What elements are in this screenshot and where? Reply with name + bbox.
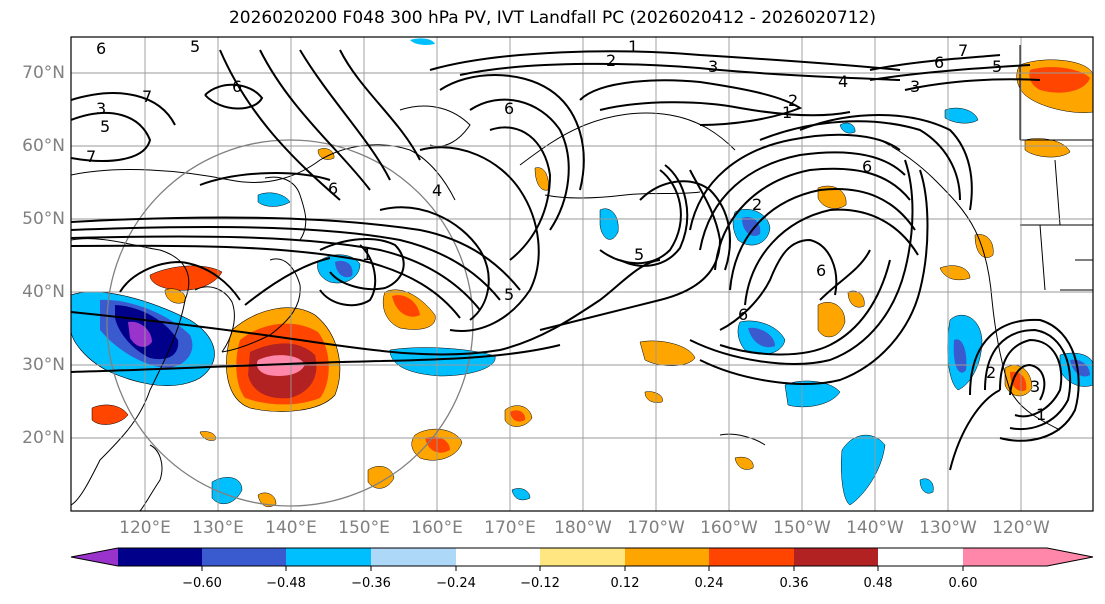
contour-label: 6 bbox=[816, 261, 826, 280]
contour-label: 6 bbox=[96, 39, 106, 58]
lon-label: 160°W bbox=[700, 518, 758, 538]
contour-label: 6 bbox=[504, 99, 514, 118]
lon-label: 140°W bbox=[846, 518, 904, 538]
pv-contours bbox=[71, 49, 1080, 471]
lon-label: 120°W bbox=[992, 518, 1050, 538]
lat-label-20n: 20°N bbox=[22, 428, 65, 448]
coastlines bbox=[71, 45, 1093, 511]
contour-label: 2 bbox=[752, 195, 762, 214]
contour-label: 1 bbox=[782, 103, 792, 122]
map-title: 2026020200 F048 300 hPa PV, IVT Landfall… bbox=[228, 8, 876, 28]
contour-label: 2 bbox=[986, 363, 996, 382]
contour-label: 5 bbox=[190, 37, 200, 56]
contour-label: 6 bbox=[232, 77, 242, 96]
colorbar-tick-label: −0.48 bbox=[266, 576, 306, 591]
contour-label: 7 bbox=[86, 147, 96, 166]
colorbar-tick-label: 0.24 bbox=[694, 576, 724, 591]
contour-label: 4 bbox=[432, 181, 442, 200]
contour-label: 2 bbox=[788, 91, 798, 110]
contour-label: 7 bbox=[142, 87, 152, 106]
colorbar-segment bbox=[371, 548, 456, 566]
lon-label: 130°E bbox=[192, 518, 244, 538]
lon-label: 140°E bbox=[265, 518, 317, 538]
contour-label: 7 bbox=[958, 41, 968, 60]
colorbar-segment bbox=[709, 548, 794, 566]
contour-label: 6 bbox=[934, 53, 944, 72]
colorbar-segment bbox=[625, 548, 709, 566]
colorbar-tick-label: −0.12 bbox=[520, 576, 560, 591]
colorbar-segment bbox=[202, 548, 286, 566]
contour-label: 1 bbox=[628, 37, 638, 56]
lon-label: 160°E bbox=[411, 518, 463, 538]
contour-label-group: 1 2 3 4 5 6 7 6 5 3 1 2 6 6 5 1 6 5 2 6 … bbox=[86, 37, 1046, 424]
lon-label: 130°W bbox=[919, 518, 977, 538]
colorbar-tick-label: 0.12 bbox=[610, 576, 640, 591]
contour-label: 4 bbox=[838, 72, 848, 91]
contour-label: 1 bbox=[362, 245, 372, 264]
contour-label: 3 bbox=[96, 99, 106, 118]
lon-label: 120°E bbox=[119, 518, 171, 538]
colorbar-extend-high bbox=[963, 548, 1093, 566]
contour-label: 3 bbox=[1030, 377, 1040, 396]
contour-label: 6 bbox=[738, 305, 748, 324]
contour-label: 5 bbox=[634, 245, 644, 264]
colorbar-segment bbox=[456, 548, 540, 566]
colorbar-segment bbox=[286, 548, 371, 566]
lon-label: 150°W bbox=[773, 518, 831, 538]
colorbar-tick-label: −0.24 bbox=[436, 576, 476, 591]
colorbar-segment bbox=[118, 548, 202, 566]
landfall-radius-circle bbox=[106, 139, 474, 507]
contour-label: 6 bbox=[862, 157, 872, 176]
colorbar-tick-label: 0.36 bbox=[779, 576, 809, 591]
lon-label: 170°E bbox=[484, 518, 536, 538]
lat-label-50n: 50°N bbox=[22, 209, 65, 229]
lat-label-40n: 40°N bbox=[22, 282, 65, 302]
lat-label-30n: 30°N bbox=[22, 355, 65, 375]
lon-label: 150°E bbox=[338, 518, 390, 538]
colorbar bbox=[70, 547, 1094, 571]
contour-label: 5 bbox=[504, 285, 514, 304]
contour-label: 6 bbox=[328, 179, 338, 198]
colorbar-tick-label: 0.48 bbox=[863, 576, 893, 591]
contour-label: 3 bbox=[708, 57, 718, 76]
map-frame bbox=[70, 36, 1094, 512]
lon-label: 170°W bbox=[627, 518, 685, 538]
contour-label: 1 bbox=[1036, 405, 1046, 424]
colorbar-tick-label: −0.36 bbox=[351, 576, 391, 591]
colorbar-segment bbox=[794, 548, 878, 566]
lat-label-70n: 70°N bbox=[22, 63, 65, 83]
map-area: 1 2 3 4 5 6 7 6 5 3 1 2 6 6 5 1 6 5 2 6 … bbox=[71, 37, 1093, 511]
contour-label: 5 bbox=[992, 57, 1002, 76]
contour-label: 5 bbox=[100, 117, 110, 136]
contour-label: 3 bbox=[910, 77, 920, 96]
lon-label: 180°W bbox=[554, 518, 612, 538]
colorbar-tick-label: −0.60 bbox=[182, 576, 222, 591]
colorbar-segment bbox=[540, 548, 625, 566]
contour-label: 2 bbox=[606, 51, 616, 70]
colorbar-extend-low bbox=[71, 548, 118, 566]
lat-label-60n: 60°N bbox=[22, 136, 65, 156]
colorbar-tick-label: 0.60 bbox=[948, 576, 978, 591]
